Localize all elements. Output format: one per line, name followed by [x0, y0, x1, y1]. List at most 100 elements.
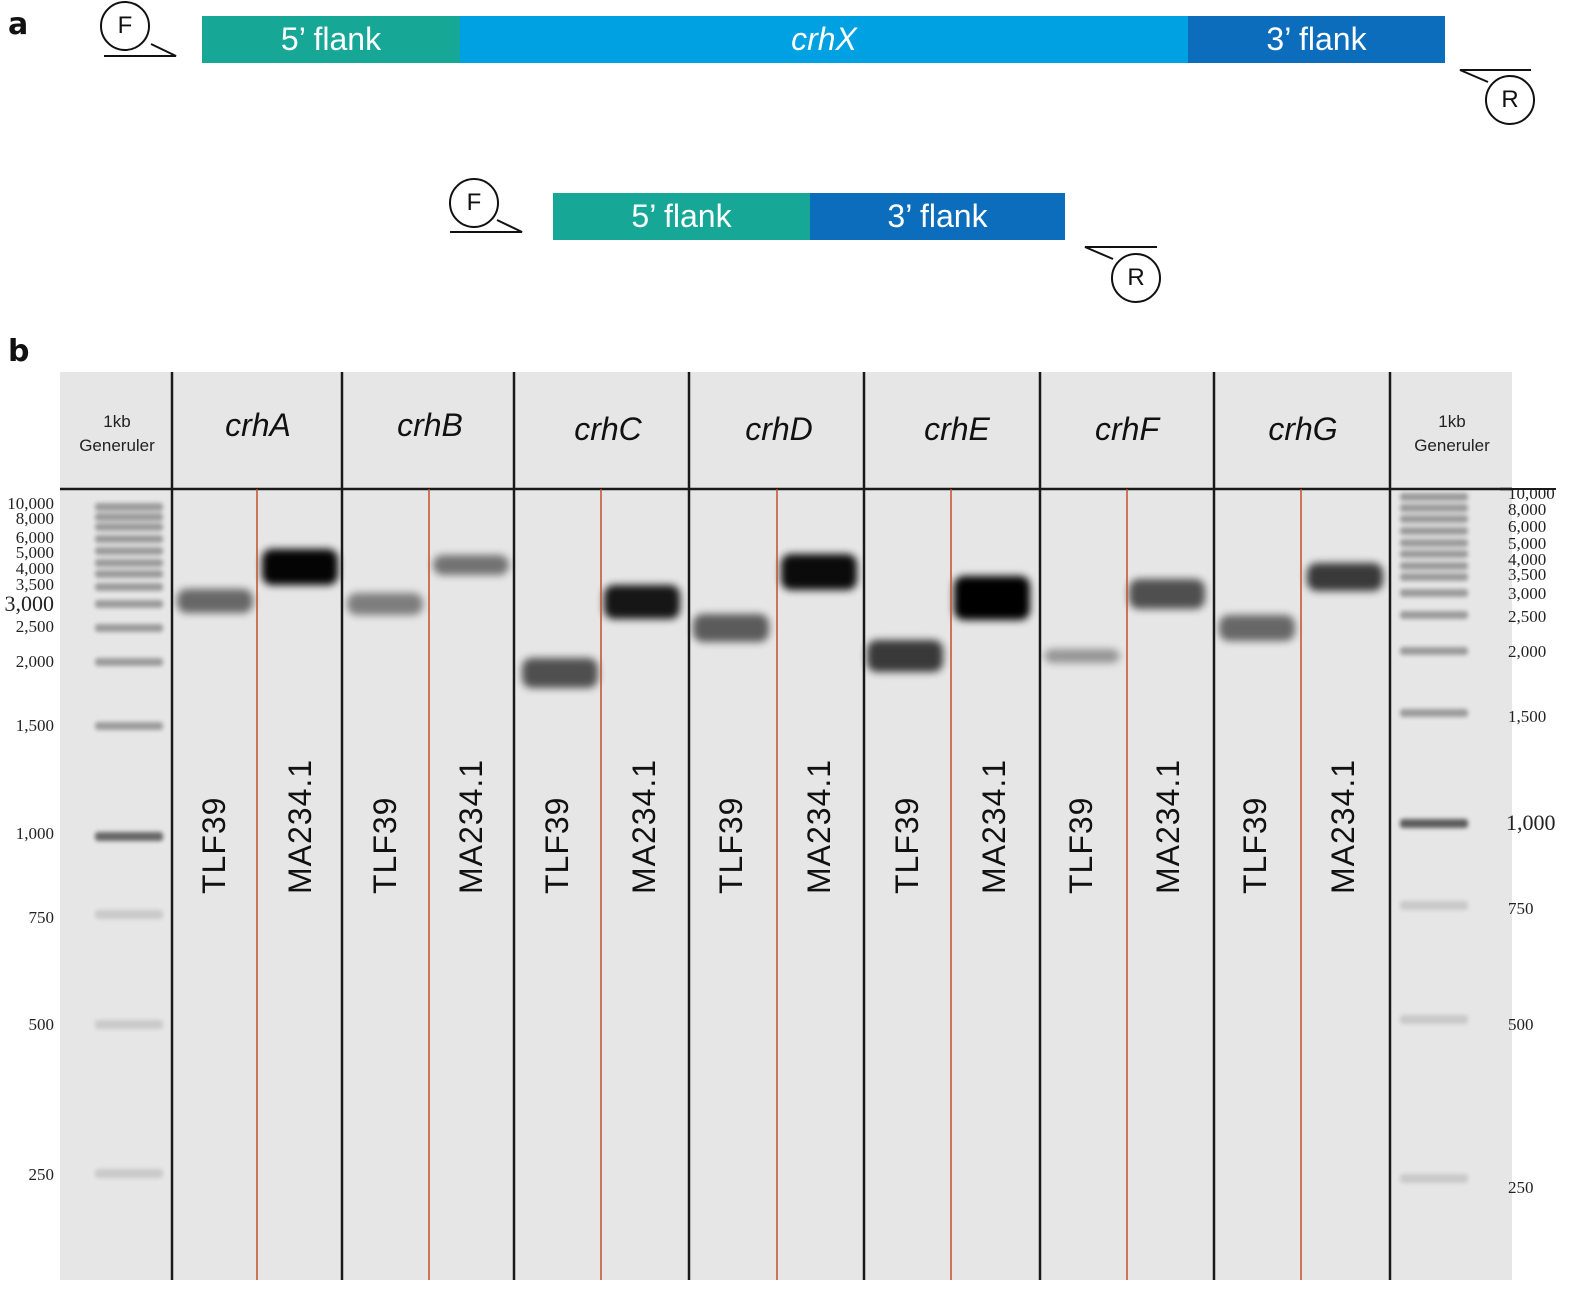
top-forward-arrow	[104, 43, 177, 57]
sample-band	[433, 555, 509, 575]
panel-a-label: a	[8, 7, 29, 42]
ladder-right-band	[1400, 504, 1468, 512]
ladder-title-left-line1: 1kb	[103, 412, 131, 431]
lane-label-crhg-ma234: MA234.1	[1325, 758, 1361, 894]
sample-band	[262, 549, 338, 585]
ladder-right-band	[1400, 1015, 1468, 1024]
bottom-5-flank-segment: 5’ flank	[553, 193, 810, 240]
ladder-title-right-line2: Generuler	[1414, 436, 1490, 455]
lane-label-crhe-ma234: MA234.1	[976, 758, 1012, 894]
size-right-2500: 2,500	[1508, 607, 1547, 626]
size-left-1500: 1,500	[15, 716, 54, 735]
ladder-title-left: 1kb Generuler	[79, 410, 155, 458]
primer-arrows	[104, 43, 1531, 260]
size-right-500: 500	[1508, 1015, 1534, 1034]
ladder-right-band	[1400, 562, 1468, 570]
size-left-8000: 8,000	[15, 509, 54, 528]
sample-band	[604, 585, 680, 619]
lane-label-crhc-tlf39: TLF39	[539, 796, 575, 894]
top-forward-primer-icon: F	[100, 1, 150, 51]
ladder-left-band	[95, 559, 163, 567]
gel-image	[60, 372, 1512, 1280]
gel-bands	[60, 372, 1512, 1280]
lane-label-crha-tlf39: TLF39	[196, 796, 232, 894]
bottom-forward-primer-icon: F	[449, 178, 499, 228]
size-left-2000: 2,000	[15, 652, 54, 671]
size-left-3500: 3,500	[15, 575, 54, 594]
sample-band	[693, 614, 769, 642]
ladder-right-band	[1400, 1174, 1468, 1183]
size-left-1000: 1,000	[15, 824, 54, 843]
size-left-2500: 2,500	[15, 617, 54, 636]
gene-label-crhc: crhC	[574, 411, 642, 447]
ladder-left-band	[95, 503, 163, 511]
size-right-5000: 5,000	[1508, 534, 1547, 553]
ladder-left-band	[95, 583, 163, 591]
ladder-right-band	[1400, 901, 1468, 910]
ladder-right-band	[1400, 515, 1468, 523]
size-left-3000: 3,000	[4, 591, 55, 616]
top-5-flank-segment: 5’ flank	[202, 16, 460, 63]
gene-label-crhd: crhD	[745, 411, 813, 447]
lane-label-crhg-tlf39: TLF39	[1237, 796, 1273, 894]
top-3-flank-segment: 3’ flank	[1188, 16, 1445, 63]
size-right-3500: 3,500	[1508, 565, 1547, 584]
size-right-1500: 1,500	[1508, 707, 1547, 726]
ladder-right-band	[1400, 573, 1468, 581]
gene-label-crhf: crhF	[1095, 411, 1159, 447]
sample-band	[781, 554, 857, 590]
size-right-4000: 4,000	[1508, 550, 1547, 569]
size-right-6000: 6,000	[1508, 517, 1547, 536]
ladder-left-band	[95, 910, 163, 919]
ladder-right-band	[1400, 539, 1468, 547]
ladder-left-band	[95, 513, 163, 521]
sample-band	[1129, 579, 1205, 609]
ladder-right-band	[1400, 550, 1468, 558]
size-right-750: 750	[1508, 899, 1534, 918]
lane-label-crhd-ma234: MA234.1	[801, 758, 837, 894]
gene-label-crhe: crhE	[924, 411, 990, 447]
top-reverse-arrow	[1459, 69, 1531, 83]
size-left-6000: 6,000	[15, 528, 54, 547]
ladder-right-band	[1400, 493, 1468, 501]
size-left-750: 750	[28, 908, 55, 927]
sample-band	[522, 658, 598, 688]
size-left-250: 250	[28, 1165, 55, 1184]
gene-label-crha: crhA	[225, 407, 291, 443]
lane-label-crhc-ma234: MA234.1	[626, 758, 662, 894]
sample-band	[954, 576, 1030, 620]
lane-label-crhf-tlf39: TLF39	[1063, 796, 1099, 894]
ladder-left-band	[95, 624, 163, 632]
panel-b-label: b	[8, 334, 30, 369]
sample-band	[867, 640, 943, 672]
size-right-2000: 2,000	[1508, 642, 1547, 661]
lane-label-crha-ma234: MA234.1	[282, 758, 318, 894]
ladder-title-left-line2: Generuler	[79, 436, 155, 455]
size-right-3000: 3,000	[1508, 584, 1547, 603]
bottom-forward-arrow	[450, 219, 523, 233]
ladder-left-band	[95, 722, 163, 730]
ladder-left-band	[95, 547, 163, 555]
bottom-reverse-primer-icon: R	[1111, 253, 1161, 303]
ladder-left-band	[95, 1169, 163, 1178]
gene-label-crhg: crhG	[1268, 411, 1338, 447]
ladder-right-band	[1400, 709, 1468, 717]
size-left-10000: 10,000	[7, 494, 54, 513]
sample-band	[1044, 649, 1120, 663]
size-left-500: 500	[28, 1015, 55, 1034]
ladder-right-band	[1400, 647, 1468, 655]
size-right-1000: 1,000	[1506, 810, 1556, 835]
ladder-left-band	[95, 658, 163, 666]
header-line-right-ext	[1506, 488, 1556, 490]
ladder-right-band	[1400, 611, 1468, 619]
ladder-left-band	[95, 570, 163, 578]
lane-label-crhd-tlf39: TLF39	[713, 796, 749, 894]
top-reverse-primer-icon: R	[1485, 75, 1535, 125]
ladder-left-band	[95, 1020, 163, 1029]
sample-band	[347, 593, 423, 615]
size-right-8000: 8,000	[1508, 500, 1547, 519]
gene-label-crhb: crhB	[397, 407, 463, 443]
bottom-reverse-arrow	[1084, 246, 1157, 260]
sample-band	[1307, 563, 1383, 591]
lane-label-crhf-ma234: MA234.1	[1150, 758, 1186, 894]
